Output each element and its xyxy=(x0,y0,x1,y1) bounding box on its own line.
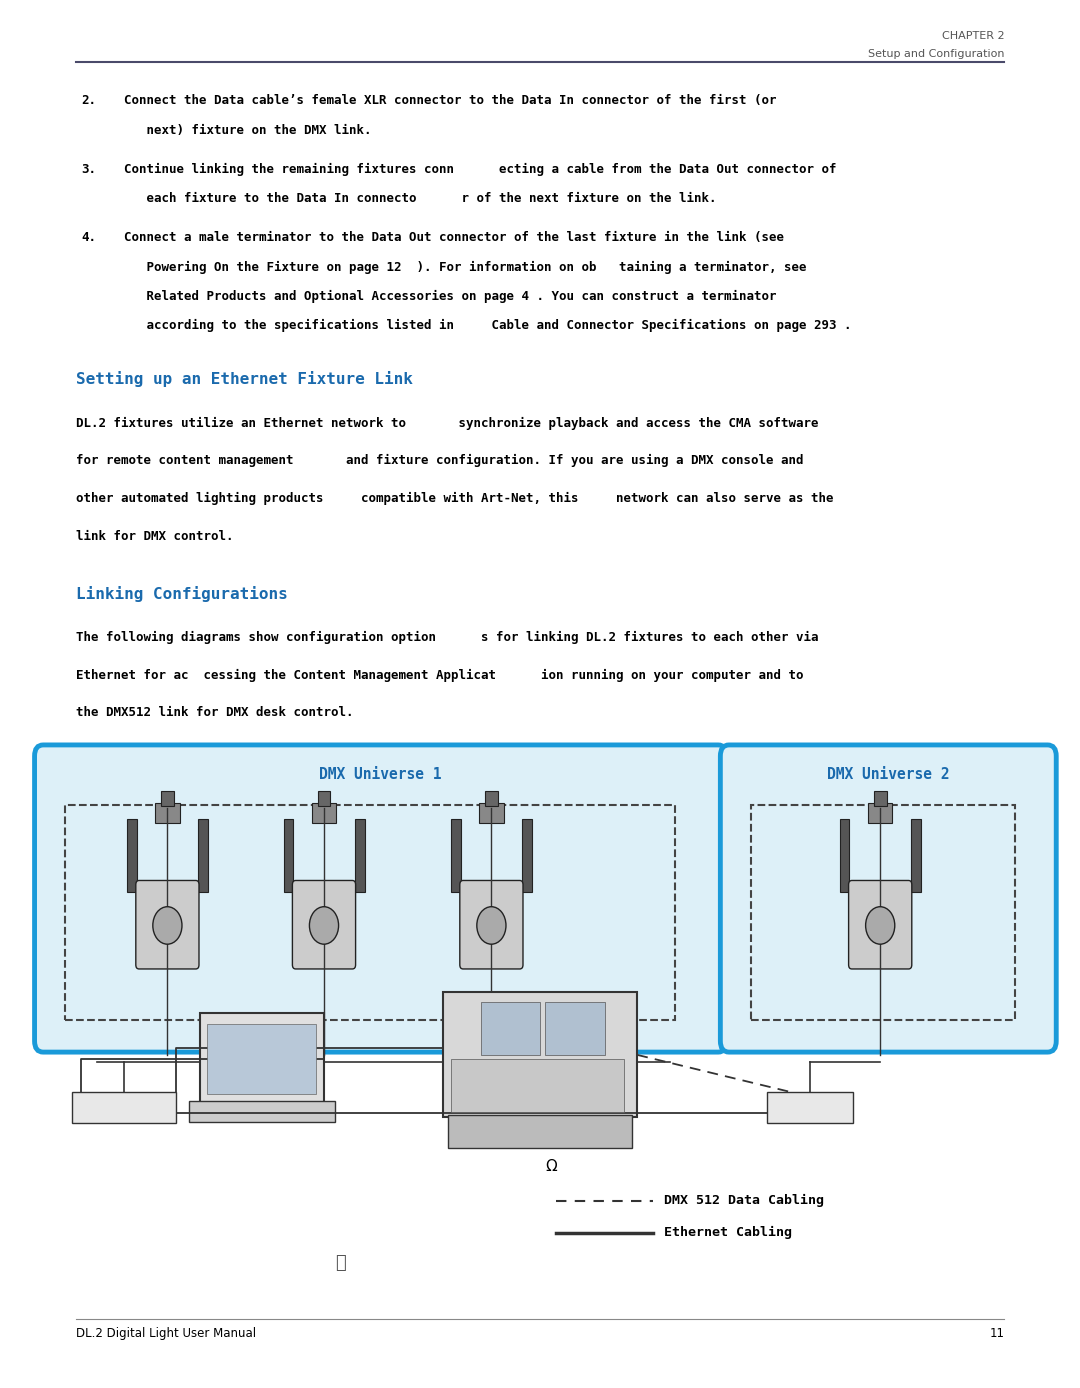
Text: Connect the Data cable’s female XLR connector to the Data In connector of the fi: Connect the Data cable’s female XLR conn… xyxy=(124,94,777,107)
Circle shape xyxy=(310,906,339,944)
FancyBboxPatch shape xyxy=(35,745,727,1052)
FancyBboxPatch shape xyxy=(200,1013,324,1103)
Text: DL.2 Digital Light User Manual: DL.2 Digital Light User Manual xyxy=(76,1327,256,1339)
Text: CHAPTER 2: CHAPTER 2 xyxy=(942,31,1004,40)
Text: Connect a male terminator to the Data Out connector of the last fixture in the l: Connect a male terminator to the Data Ou… xyxy=(124,232,784,244)
Text: Related Products and Optional Accessories on page 4 . You can construct a termin: Related Products and Optional Accessorie… xyxy=(124,290,777,303)
Text: other automated lighting products     compatible with Art-Net, this     network : other automated lighting products compat… xyxy=(76,493,833,505)
FancyBboxPatch shape xyxy=(283,819,294,892)
FancyBboxPatch shape xyxy=(293,880,355,969)
Text: Powering On the Fixture on page 12  ). For information on ob   taining a termina: Powering On the Fixture on page 12 ). Fo… xyxy=(124,261,807,273)
Text: Setting up an Ethernet Fixture Link: Setting up an Ethernet Fixture Link xyxy=(76,372,413,387)
FancyBboxPatch shape xyxy=(840,819,849,892)
FancyBboxPatch shape xyxy=(127,819,136,892)
Text: Linking Configurations: Linking Configurations xyxy=(76,586,287,601)
FancyBboxPatch shape xyxy=(354,819,365,892)
Text: the DMX512 link for DMX desk control.: the DMX512 link for DMX desk control. xyxy=(76,706,353,719)
FancyBboxPatch shape xyxy=(874,791,887,806)
Text: each fixture to the Data In connecto      r of the next fixture on the link.: each fixture to the Data In connecto r o… xyxy=(124,192,717,205)
FancyBboxPatch shape xyxy=(156,804,179,823)
Text: Continue linking the remaining fixtures conn      ecting a cable from the Data O: Continue linking the remaining fixtures … xyxy=(124,162,837,176)
FancyBboxPatch shape xyxy=(199,819,207,892)
Circle shape xyxy=(865,906,894,944)
FancyBboxPatch shape xyxy=(523,819,532,892)
Text: 3.: 3. xyxy=(81,162,96,176)
Text: The following diagrams show configuration option      s for linking DL.2 fixture: The following diagrams show configuratio… xyxy=(76,630,819,644)
FancyBboxPatch shape xyxy=(480,804,503,823)
Text: 2.: 2. xyxy=(81,94,96,107)
Circle shape xyxy=(477,906,505,944)
Circle shape xyxy=(153,906,181,944)
Text: DMX 512 Data Cabling: DMX 512 Data Cabling xyxy=(664,1194,824,1208)
FancyBboxPatch shape xyxy=(312,804,336,823)
FancyBboxPatch shape xyxy=(481,1002,540,1055)
Text: Ethernet Cabling: Ethernet Cabling xyxy=(664,1226,793,1239)
FancyBboxPatch shape xyxy=(318,791,330,806)
Text: according to the specifications listed in     Cable and Connector Specifications: according to the specifications listed i… xyxy=(124,319,852,332)
FancyBboxPatch shape xyxy=(485,791,498,806)
Text: Ω: Ω xyxy=(545,1159,556,1174)
FancyBboxPatch shape xyxy=(545,1002,605,1055)
Text: DL.2 fixtures utilize an Ethernet network to       synchronize playback and acce: DL.2 fixtures utilize an Ethernet networ… xyxy=(76,416,819,429)
FancyBboxPatch shape xyxy=(868,804,892,823)
Text: for remote content management       and fixture configuration. If you are using : for remote content management and fixtur… xyxy=(76,454,804,468)
FancyBboxPatch shape xyxy=(767,1092,853,1123)
FancyBboxPatch shape xyxy=(460,880,523,969)
FancyBboxPatch shape xyxy=(72,1092,176,1123)
Text: 4.: 4. xyxy=(81,232,96,244)
Text: Setup and Configuration: Setup and Configuration xyxy=(868,49,1004,58)
FancyBboxPatch shape xyxy=(849,880,912,969)
FancyBboxPatch shape xyxy=(136,880,199,969)
Text: link for DMX control.: link for DMX control. xyxy=(76,530,233,543)
FancyBboxPatch shape xyxy=(451,1059,624,1112)
FancyBboxPatch shape xyxy=(207,1024,316,1094)
Text: Ethernet for ac  cessing the Content Management Applicat      ion running on you: Ethernet for ac cessing the Content Mana… xyxy=(76,669,804,682)
FancyBboxPatch shape xyxy=(448,1115,632,1148)
FancyBboxPatch shape xyxy=(451,819,461,892)
Text: DMX Universe 1: DMX Universe 1 xyxy=(320,768,442,783)
FancyBboxPatch shape xyxy=(443,992,637,1117)
Text: next) fixture on the DMX link.: next) fixture on the DMX link. xyxy=(124,124,372,136)
FancyBboxPatch shape xyxy=(720,745,1056,1052)
FancyBboxPatch shape xyxy=(189,1101,335,1122)
Text: DMX Universe 2: DMX Universe 2 xyxy=(827,768,949,783)
FancyBboxPatch shape xyxy=(910,819,920,892)
Text: 11: 11 xyxy=(989,1327,1004,1339)
Text: ⓘ: ⓘ xyxy=(335,1255,346,1271)
FancyBboxPatch shape xyxy=(161,791,174,806)
